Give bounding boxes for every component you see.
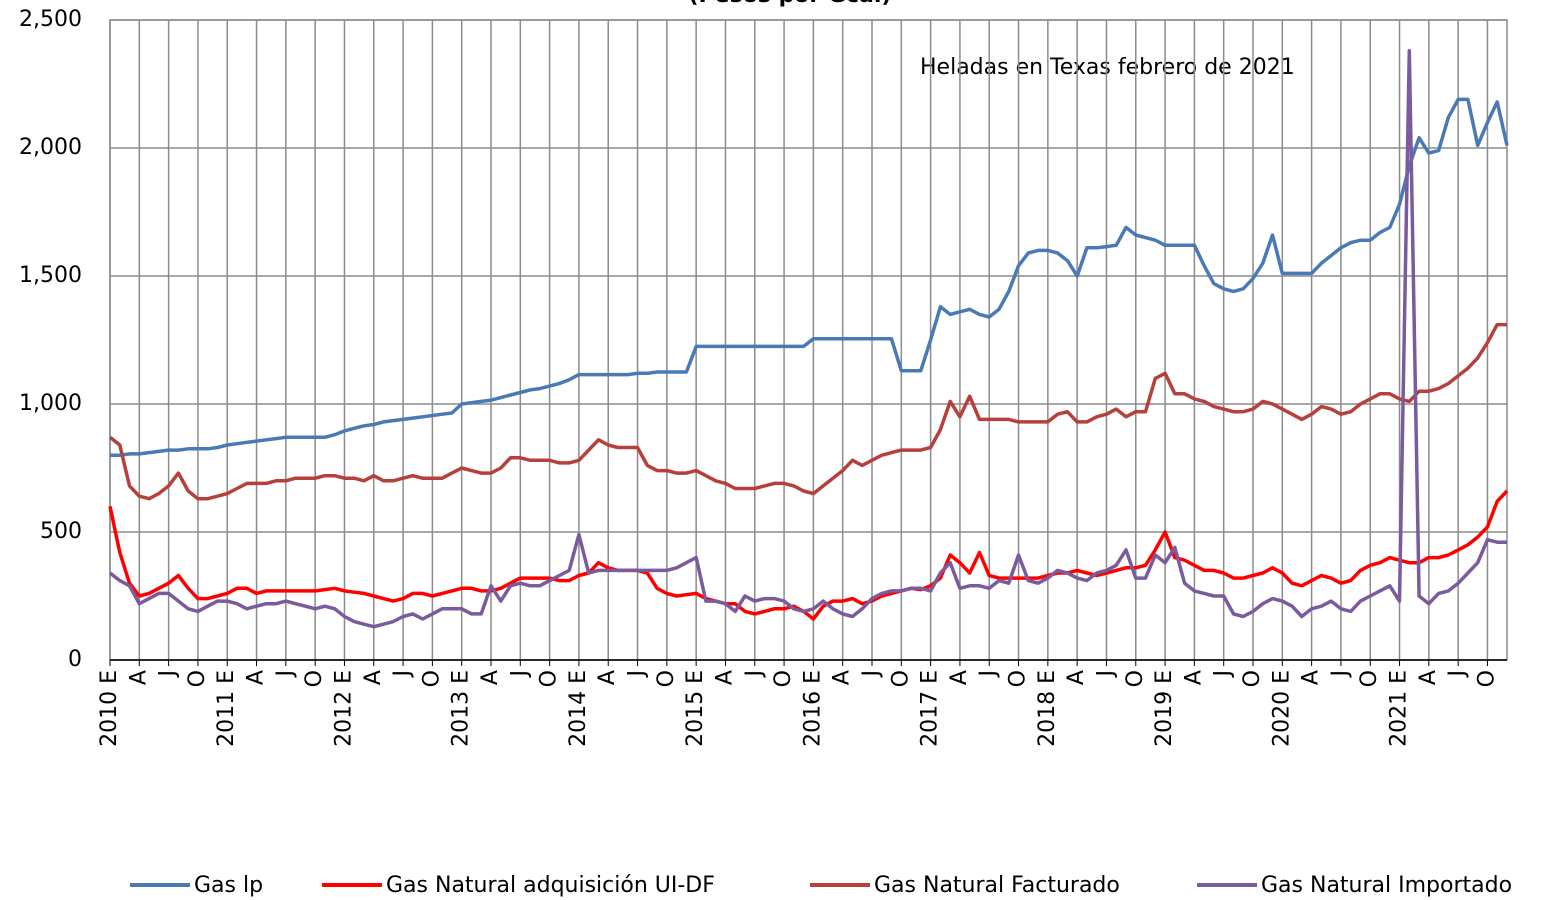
x-tick-label: A [1181, 670, 1206, 685]
x-tick-label: 2016 E [800, 670, 825, 747]
x-tick-label: O [185, 670, 210, 687]
legend-item: Gas lp [130, 873, 263, 898]
x-tick-label: A [361, 670, 386, 685]
legend-label: Gas Natural adquisición UI-DF [386, 873, 715, 898]
x-tick-label: 2021 E [1387, 670, 1412, 747]
x-tick-label: A [830, 670, 855, 685]
x-tick-label: 2018 E [1035, 670, 1060, 747]
x-tick-label: O [1006, 670, 1031, 687]
x-tick-label: O [888, 670, 913, 687]
x-tick-label: 2017 E [918, 670, 943, 747]
x-tick-label: 2015 E [683, 670, 708, 747]
x-tick-label: A [1416, 670, 1441, 685]
x-tick-label: 2020 E [1269, 670, 1294, 747]
x-tick-label: J [1445, 670, 1470, 679]
x-tick-label: A [478, 670, 503, 685]
x-tick-label: 2012 E [331, 670, 356, 747]
x-tick-label: J [1211, 670, 1236, 679]
x-tick-label: J [976, 670, 1001, 679]
x-tick-label: O [302, 670, 327, 687]
x-tick-label: O [419, 670, 444, 687]
x-tick-label: J [742, 670, 767, 679]
series-line [108, 322, 1507, 501]
x-tick-label: O [1123, 670, 1148, 687]
x-tick-label: J [507, 670, 532, 679]
y-tick-label: 1,000 [19, 391, 82, 416]
x-tick-label: J [1328, 670, 1353, 679]
x-tick-label: 2010 E [97, 670, 122, 747]
x-tick-label: A [595, 670, 620, 685]
x-tick-label: O [654, 670, 679, 687]
y-tick-label: 1,500 [19, 263, 82, 288]
annotation: Heladas en Texas febrero de 2021 [920, 55, 1295, 80]
chart-subtitle: (Pesos por Gcal) [689, 0, 892, 8]
legend-item: Gas Natural adquisición UI-DF [322, 873, 715, 898]
x-tick-label: 2011 E [214, 670, 239, 747]
plot-border [109, 19, 1508, 661]
x-tick-label: O [537, 670, 562, 687]
x-tick-label: A [712, 670, 737, 685]
x-tick-label: A [1299, 670, 1324, 685]
x-tick-label: 2019 E [1152, 670, 1177, 747]
x-tick-label: O [1474, 670, 1499, 687]
legend-label: Gas lp [194, 873, 263, 898]
x-tick-label: J [156, 670, 181, 679]
x-tick-label: J [1093, 670, 1118, 679]
x-tick-label: J [273, 670, 298, 679]
x-tick-label: A [947, 670, 972, 685]
y-tick-label: 0 [68, 647, 82, 672]
x-tick-label: O [1357, 670, 1382, 687]
legend-item: Gas Natural Facturado [810, 873, 1120, 898]
x-tick-label: J [625, 670, 650, 679]
y-tick-label: 500 [40, 519, 82, 544]
y-tick-label: 2,000 [19, 135, 82, 160]
x-tick-label: J [859, 670, 884, 679]
x-tick-label: 2014 E [566, 670, 591, 747]
x-tick-label: A [1064, 670, 1089, 685]
x-tick-label: O [1240, 670, 1265, 687]
series-line [108, 48, 1507, 629]
x-tick-label: O [771, 670, 796, 687]
legend-label: Gas Natural Importado [1261, 873, 1512, 898]
x-tick-label: A [244, 670, 269, 685]
legend-label: Gas Natural Facturado [874, 873, 1120, 898]
series-line [110, 97, 1509, 457]
x-tick-label: A [126, 670, 151, 685]
x-tick-label: J [390, 670, 415, 679]
y-tick-label: 2,500 [19, 7, 82, 32]
x-tick-label: 2013 E [449, 670, 474, 747]
series-line [108, 489, 1509, 621]
legend-item: Gas Natural Importado [1197, 873, 1512, 898]
